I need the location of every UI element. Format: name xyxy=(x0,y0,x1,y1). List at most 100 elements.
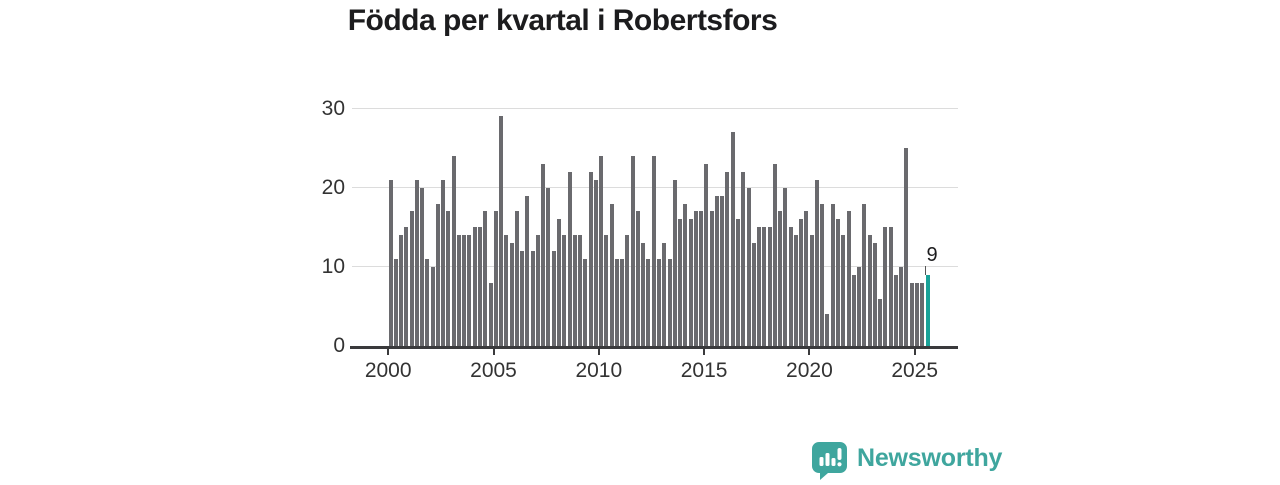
bar xyxy=(588,171,593,346)
bar xyxy=(614,258,619,346)
axis-tick xyxy=(597,349,600,355)
bar xyxy=(409,211,414,346)
bar xyxy=(846,211,851,346)
bar xyxy=(535,235,540,346)
bar xyxy=(456,235,461,346)
bar xyxy=(730,132,735,346)
bar xyxy=(809,235,814,346)
bar xyxy=(678,219,683,346)
bar xyxy=(920,282,925,346)
bar xyxy=(599,156,604,346)
bar xyxy=(867,235,872,346)
bar xyxy=(425,258,430,346)
bar-highlight xyxy=(925,274,930,346)
x-tick-label: 2000 xyxy=(364,359,412,382)
bar xyxy=(888,227,893,346)
bar xyxy=(430,266,435,346)
bar xyxy=(488,282,493,346)
bar xyxy=(509,243,514,346)
bar xyxy=(441,179,446,346)
axis-tick xyxy=(387,349,390,355)
bar xyxy=(620,258,625,346)
bar xyxy=(567,171,572,346)
bar xyxy=(720,195,725,346)
bar xyxy=(583,258,588,346)
bar xyxy=(467,235,472,346)
bar xyxy=(478,227,482,346)
bar xyxy=(699,211,704,346)
bar xyxy=(830,203,835,346)
bar xyxy=(514,211,519,346)
bar xyxy=(399,235,404,346)
axis-tick xyxy=(808,349,811,355)
bar xyxy=(778,211,783,346)
bar xyxy=(814,179,819,346)
bar xyxy=(556,219,561,346)
newsworthy-logo-text: Newsworthy xyxy=(857,444,1003,472)
bar xyxy=(693,211,698,346)
bar xyxy=(604,235,609,346)
bar xyxy=(667,258,672,346)
bar xyxy=(472,227,477,346)
bar xyxy=(520,251,525,346)
value-label: 9 xyxy=(926,243,938,266)
bar xyxy=(762,227,767,346)
axis-tick xyxy=(913,349,916,355)
bar xyxy=(404,227,409,346)
bar xyxy=(767,227,772,346)
bar xyxy=(530,251,535,346)
bar xyxy=(735,219,740,346)
bar xyxy=(393,258,398,346)
bar xyxy=(593,179,598,346)
bar xyxy=(657,258,661,346)
x-tick-label: 2010 xyxy=(575,359,623,382)
x-axis-line xyxy=(350,346,958,349)
gridline xyxy=(352,108,958,109)
bar xyxy=(893,274,898,346)
y-tick-label: 0 xyxy=(333,334,345,357)
y-tick-label: 10 xyxy=(321,254,345,278)
bar xyxy=(420,187,425,346)
bar xyxy=(825,314,830,346)
bar xyxy=(757,227,762,346)
bar xyxy=(572,235,577,346)
bar xyxy=(578,235,583,346)
bar xyxy=(862,203,867,346)
bar xyxy=(551,251,556,346)
bar xyxy=(651,156,656,346)
bar xyxy=(746,187,751,346)
bar xyxy=(741,171,746,346)
bar xyxy=(525,195,530,346)
bar xyxy=(857,266,862,346)
bar xyxy=(630,156,635,346)
bar xyxy=(688,219,693,346)
bar xyxy=(641,243,646,346)
bar xyxy=(704,163,709,346)
bar xyxy=(772,163,777,346)
bar xyxy=(625,235,630,346)
bar xyxy=(793,235,798,346)
y-tick-label: 20 xyxy=(321,175,345,199)
bar xyxy=(783,187,788,346)
bar xyxy=(388,179,393,346)
bar xyxy=(414,179,419,346)
bar xyxy=(483,211,488,346)
bar xyxy=(909,282,914,346)
bar xyxy=(725,171,730,346)
bar xyxy=(820,203,825,346)
bar xyxy=(609,203,614,346)
axis-tick xyxy=(703,349,706,355)
chart-title: Födda per kvartal i Robertsfors xyxy=(347,4,778,37)
bar xyxy=(751,243,756,346)
bar xyxy=(683,203,688,346)
bar xyxy=(836,219,841,346)
axis-tick xyxy=(492,349,495,355)
bar xyxy=(562,235,567,346)
newsworthy-logo[interactable]: Newsworthy xyxy=(812,442,1002,480)
bar xyxy=(504,235,509,346)
bar xyxy=(499,116,504,346)
bar xyxy=(546,187,551,346)
bar xyxy=(493,211,498,346)
